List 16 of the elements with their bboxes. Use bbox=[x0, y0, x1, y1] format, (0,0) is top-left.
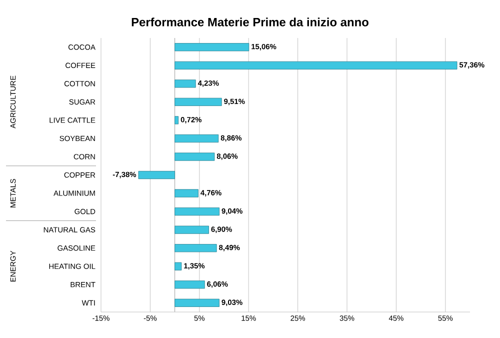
bar bbox=[174, 61, 458, 70]
bar bbox=[174, 262, 182, 270]
bar bbox=[138, 170, 176, 180]
bar bbox=[174, 98, 222, 106]
bar bbox=[174, 298, 220, 307]
bar bbox=[174, 280, 205, 289]
bar bbox=[174, 43, 250, 52]
bar bbox=[174, 226, 209, 234]
bar bbox=[174, 244, 217, 252]
bar bbox=[174, 152, 215, 161]
bar bbox=[174, 80, 196, 88]
bar bbox=[174, 134, 219, 143]
chart-title: Performance Materie Prime da inizio anno bbox=[132, 18, 368, 26]
bar bbox=[174, 208, 220, 216]
bar bbox=[174, 116, 179, 124]
bar bbox=[174, 189, 198, 198]
